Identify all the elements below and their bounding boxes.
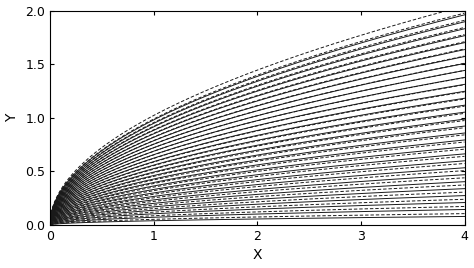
X-axis label: X: X	[253, 248, 262, 262]
Y-axis label: Y: Y	[6, 114, 19, 122]
